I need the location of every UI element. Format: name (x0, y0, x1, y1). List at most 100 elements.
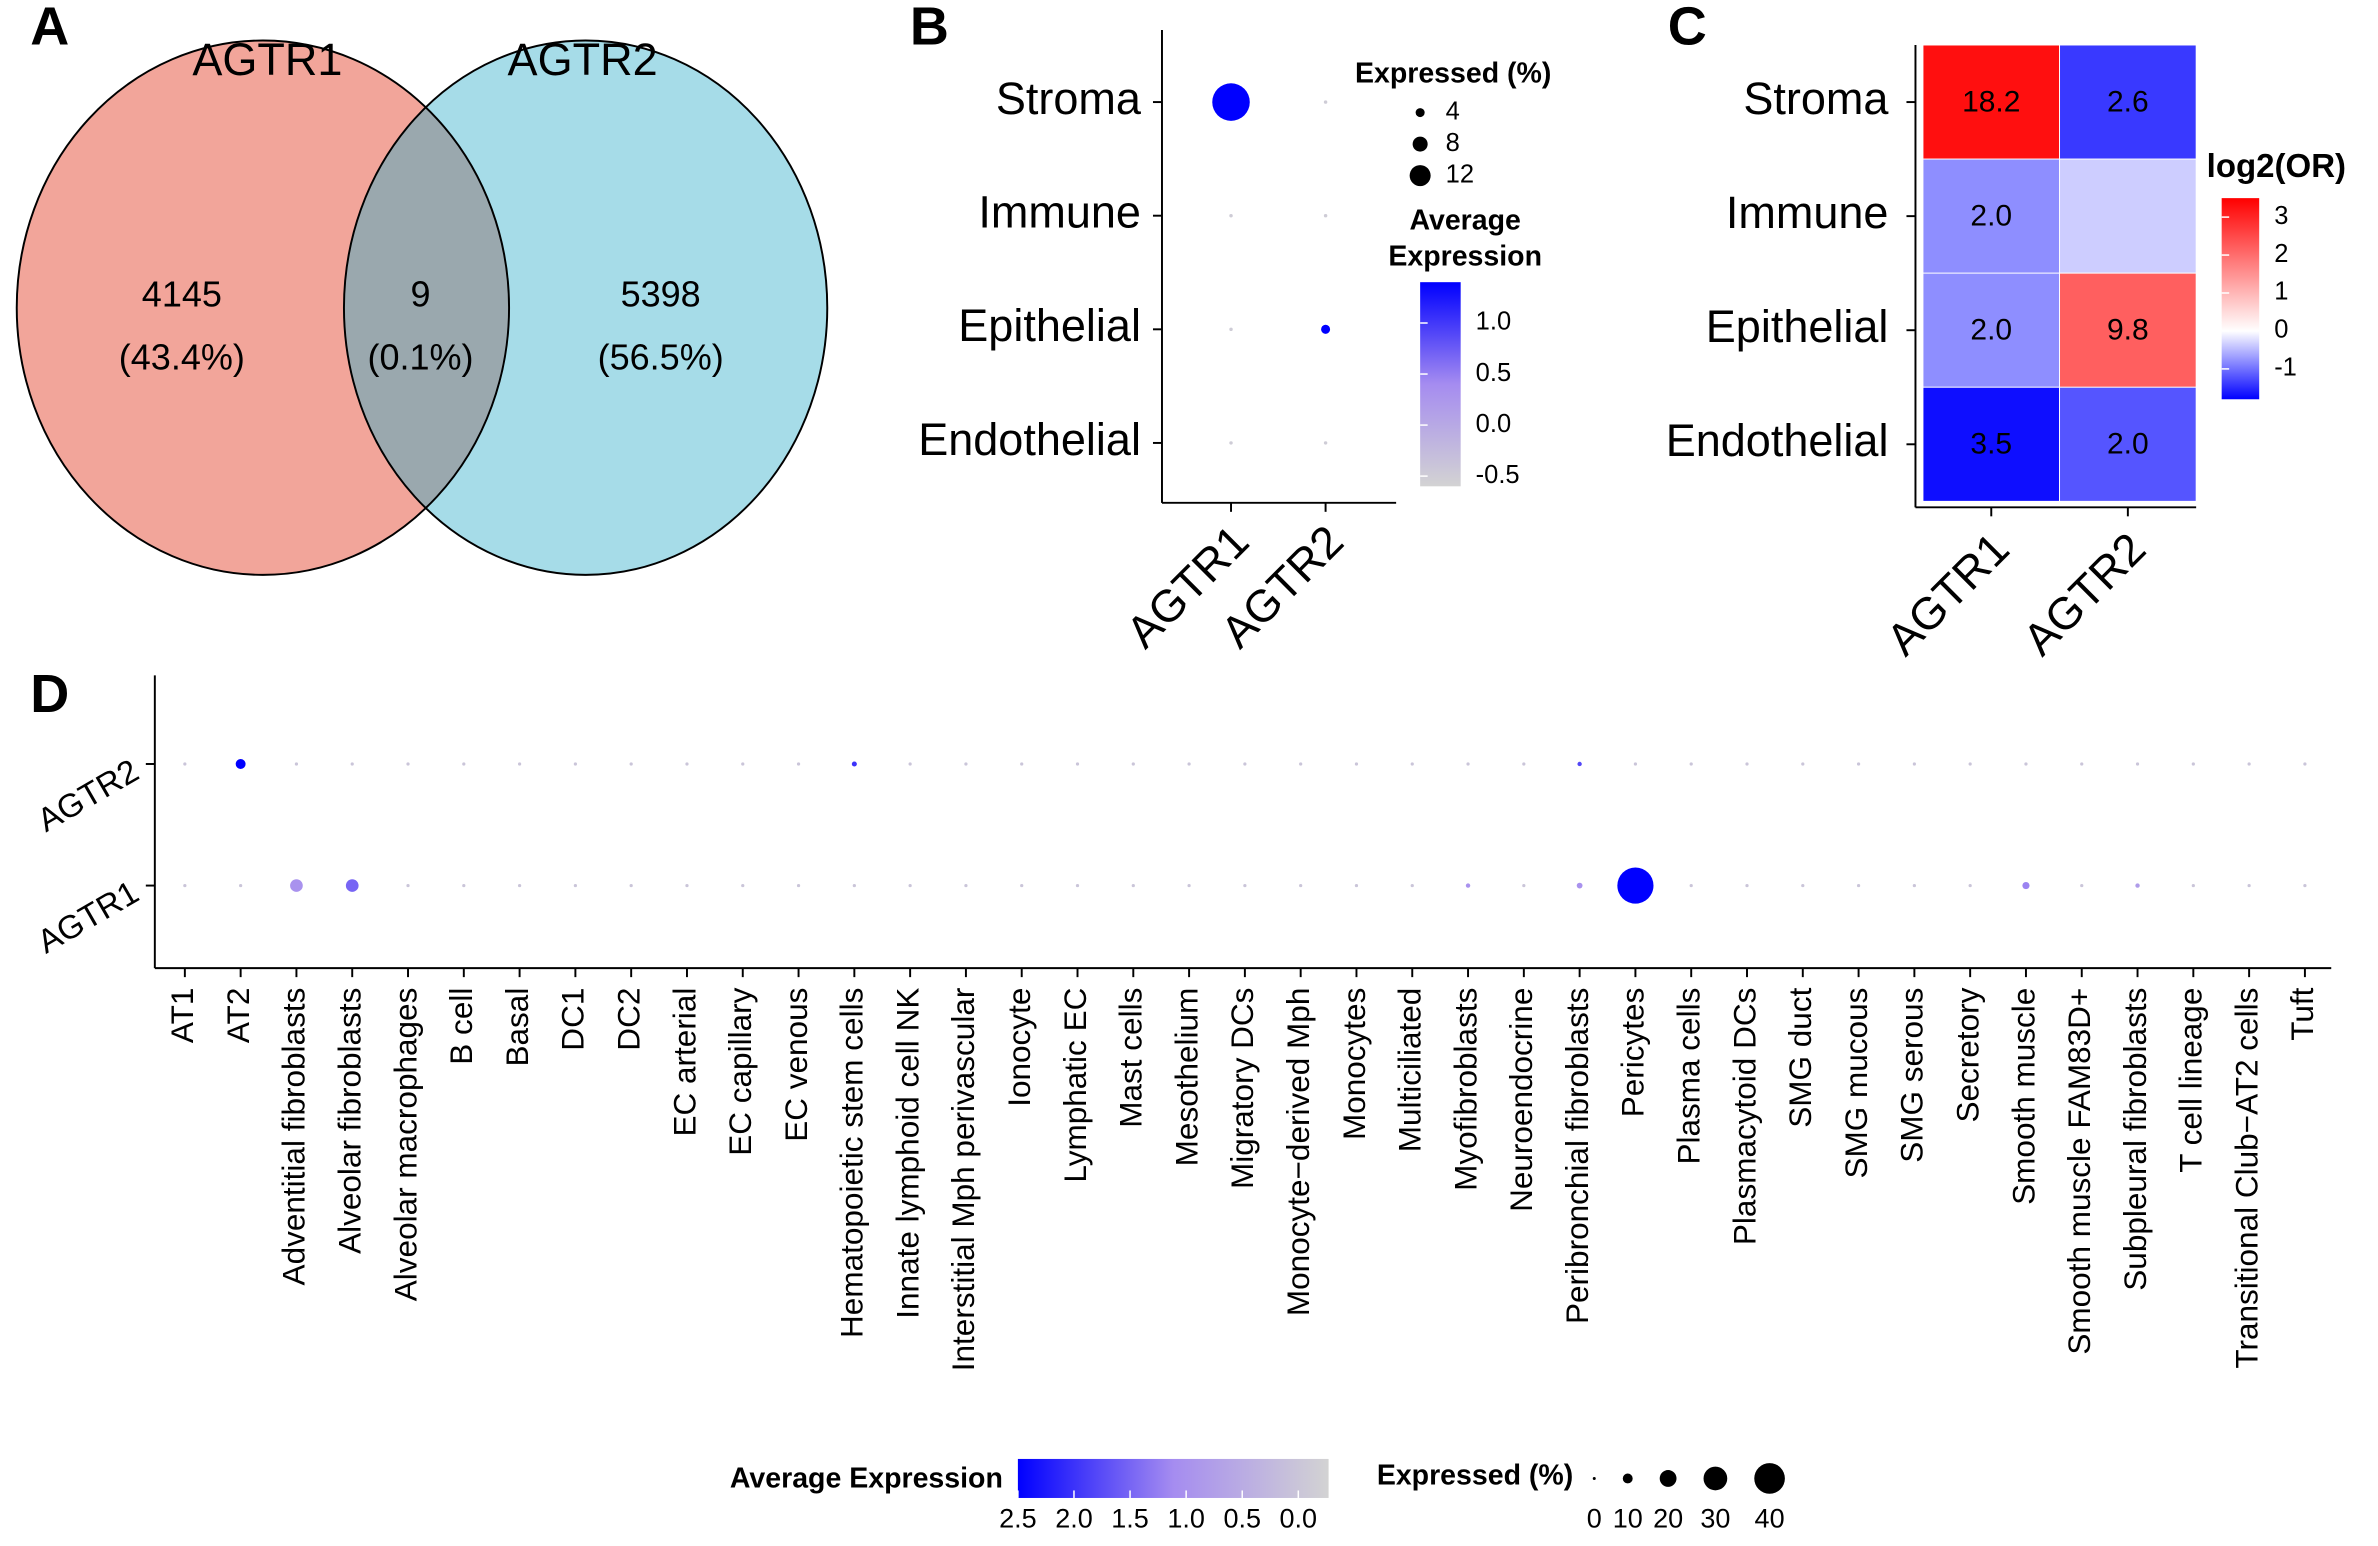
x-tick-label: SMG mucous (1838, 988, 1874, 1179)
x-tick-label: Hematopoietic stem cells (834, 988, 870, 1338)
dot (1968, 883, 1972, 888)
dot (406, 762, 410, 766)
dot (1131, 883, 1135, 888)
dot (2191, 762, 2195, 766)
x-tick-label: Peribronchial fibroblasts (1559, 988, 1595, 1324)
x-tick-label: EC venous (778, 988, 814, 1142)
dot (2303, 762, 2307, 766)
size-legend-label: 10 (1613, 1504, 1643, 1534)
dot (406, 883, 410, 888)
cell-label: 2.0 (1970, 200, 2012, 233)
size-legend-label: 40 (1755, 1504, 1785, 1534)
x-tick-label: Alveolar fibroblasts (332, 988, 368, 1254)
dot (1466, 762, 1470, 766)
dot (573, 762, 577, 766)
size-legend-label: 8 (1446, 129, 1460, 157)
heat-cell (1922, 44, 2061, 160)
dot (685, 762, 689, 766)
x-tick-label: Plasma cells (1671, 988, 1707, 1165)
dot (2191, 883, 2195, 888)
x-tick-label: Smooth muscle FAM83D+ (2061, 988, 2097, 1355)
dot (462, 762, 466, 766)
x-tick-label: Multiciliated (1392, 988, 1428, 1153)
x-tick-label: Monocyte−derived Mph (1280, 988, 1316, 1316)
colorbar-label: 3 (2274, 202, 2288, 230)
dot (1075, 883, 1080, 888)
x-tick-label: Pericytes (1615, 988, 1651, 1118)
x-tick-label: EC capillary (722, 987, 758, 1155)
dot (1856, 883, 1861, 888)
cell-label: 9.8 (2107, 314, 2149, 347)
x-tick-label: Lymphatic EC (1057, 988, 1093, 1183)
x-tick-label: B cell (443, 988, 479, 1065)
heat-cell (2059, 386, 2197, 502)
y-tick-label: Endothelial (1666, 415, 1889, 466)
heat-cell (1922, 272, 2061, 388)
dot (1229, 441, 1233, 445)
y-tick-label: Endothelial (918, 414, 1141, 465)
set-label: AGTR1 (192, 34, 342, 85)
dot (2080, 762, 2084, 766)
set-outline (15, 39, 511, 576)
region-count: 9 (410, 274, 430, 315)
panel-label: D (30, 664, 69, 724)
dot (1020, 762, 1024, 766)
panel-label: C (1668, 0, 1707, 56)
dot (235, 759, 246, 769)
heat-cell (2059, 44, 2197, 160)
dot (2247, 883, 2251, 888)
dot (1131, 762, 1135, 766)
size-legend-title: Expressed (%) (1377, 1459, 1573, 1491)
dot (796, 883, 801, 888)
colorbar-label: 2.5 (999, 1504, 1037, 1534)
dot (1354, 762, 1359, 766)
x-tick-label: SMG serous (1894, 988, 1930, 1163)
x-tick-label: Mast cells (1113, 988, 1149, 1128)
x-tick-label: Plasmacytoid DCs (1726, 988, 1762, 1245)
cell-label: 18.2 (1962, 85, 2020, 118)
dot (1522, 762, 1526, 766)
dot (1299, 883, 1303, 888)
dot (1323, 213, 1328, 218)
x-tick-label: DC2 (611, 988, 647, 1051)
dot (1465, 883, 1471, 888)
colorbar-label: 1.0 (1476, 308, 1511, 336)
dot (1212, 83, 1250, 121)
set-label: AGTR2 (508, 34, 658, 85)
x-tick-label: Smooth muscle (2005, 988, 2041, 1205)
region-percent: (43.4%) (119, 337, 245, 378)
y-tick-label: Epithelial (1706, 301, 1889, 352)
dot (851, 761, 857, 767)
size-legend-label: 0 (1587, 1504, 1602, 1534)
dot (1187, 883, 1191, 888)
size-legend-dot (1622, 1473, 1633, 1484)
dot (1633, 762, 1638, 766)
dot (852, 883, 856, 888)
x-tick-label: SMG duct (1782, 987, 1818, 1127)
dot (1576, 882, 1583, 889)
x-tick-label: Subpleural fibroblasts (2117, 988, 2153, 1291)
x-tick-label: Migratory DCs (1224, 988, 1260, 1189)
size-legend-dot (1409, 165, 1431, 187)
dot (741, 883, 745, 888)
region-percent: (0.1%) (367, 337, 473, 378)
heat-cell (2059, 272, 2197, 388)
size-legend-dot (1412, 136, 1428, 152)
dot (1354, 883, 1359, 888)
legend-title: log2(OR) (2207, 147, 2346, 184)
size-legend-label: 12 (1446, 160, 1474, 188)
x-tick-label: Ionocyte (1001, 988, 1037, 1107)
dot (685, 883, 689, 888)
dot (1020, 883, 1024, 888)
heat-cell (1922, 158, 2061, 274)
dot (1229, 213, 1233, 218)
x-tick-label: Innate lymphoid cell NK (889, 988, 925, 1319)
region-count: 4145 (142, 274, 222, 315)
colorbar-label: 2 (2274, 240, 2288, 268)
dot (1229, 327, 1233, 332)
dot (1801, 883, 1805, 888)
size-legend-title: Expressed (%) (1355, 58, 1551, 90)
dot (1522, 883, 1526, 888)
cell-label: 2.0 (1970, 314, 2012, 347)
